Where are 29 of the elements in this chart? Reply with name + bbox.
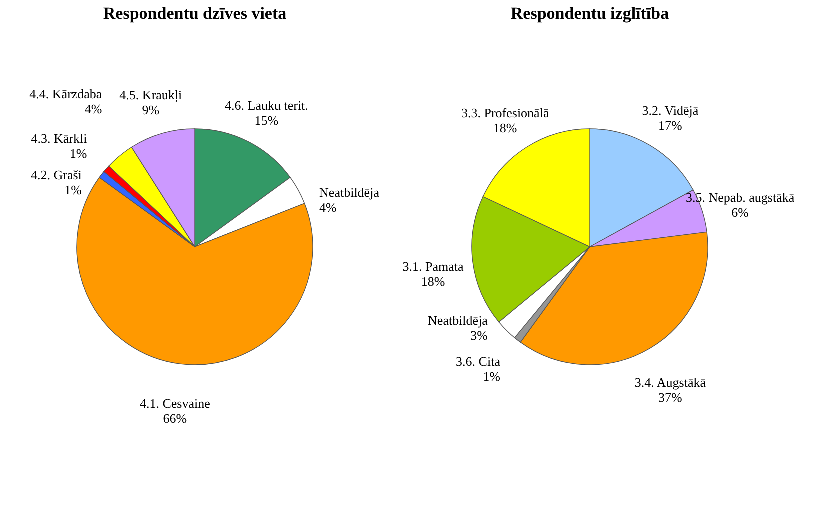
data-label: 4% [320, 200, 338, 215]
data-label: 18% [493, 120, 518, 136]
slice-label: 3.4. Augstākā [634, 374, 706, 390]
data-label: 1% [70, 146, 88, 162]
slice-label: 4.6. Lauku terit. [225, 98, 308, 114]
data-label: 37% [658, 390, 683, 405]
data-label: 4% [84, 102, 102, 117]
slice-label: 3.1. Pamata [402, 258, 464, 274]
data-label: 66% [163, 410, 188, 426]
slice-label: 4.5. Kraukļi [120, 87, 183, 102]
data-label: 6% [732, 205, 750, 220]
slice-label: 4.4. Kārzdaba [30, 86, 102, 102]
data-label: 17% [658, 118, 683, 134]
slice-label: 4.2. Graši [30, 167, 82, 182]
chart-title: Respondentu izglītība [510, 4, 670, 23]
slice-label: 3.6. Cita [456, 354, 501, 370]
data-label: 3% [470, 328, 488, 344]
slice-label: 3.3. Profesionālā [461, 106, 550, 121]
data-label: 1% [483, 369, 501, 384]
data-label: 18% [421, 274, 446, 289]
slice-label: Neatbildēja [428, 313, 488, 328]
slice-label: 4.1. Cesvaine [140, 396, 211, 411]
slice-label: 3.2. Vidējā [642, 103, 699, 118]
data-label: 9% [142, 102, 160, 118]
slice-label: Neatbildēja [320, 184, 380, 200]
chart-title: Respondentu dzīves vieta [103, 4, 288, 23]
data-label: 15% [254, 113, 279, 128]
slice-label: 4.3. Kārkli [31, 131, 88, 146]
data-label: 1% [64, 182, 82, 198]
